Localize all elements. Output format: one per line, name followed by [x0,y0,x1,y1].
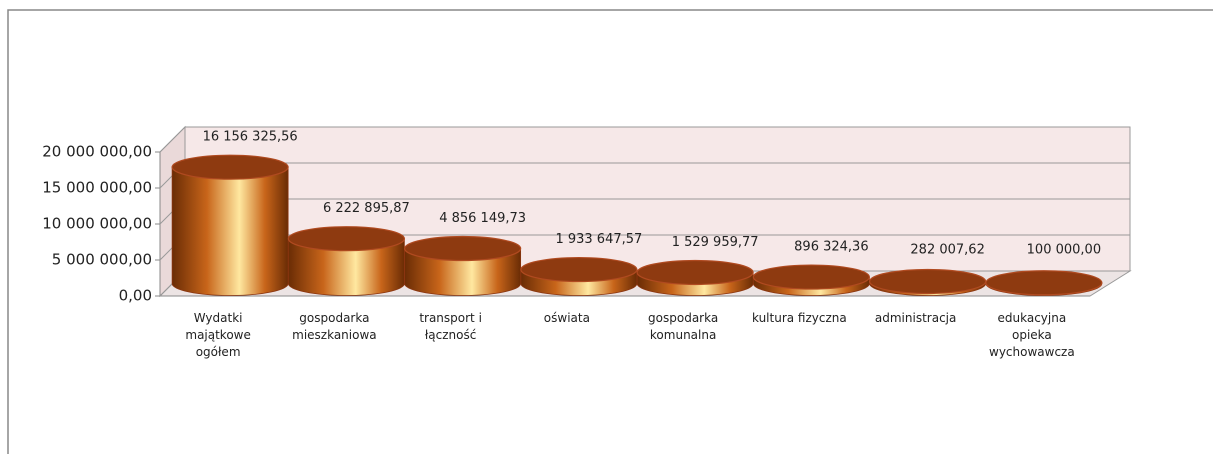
cylinder [404,248,522,296]
data-label: 6 222 895,87 [323,201,410,216]
y-tick-label: 20 000 000,00 [42,143,152,161]
cylinder-top [752,264,870,290]
y-tick-label: 5 000 000,00 [52,251,152,269]
data-label: 100 000,00 [1027,243,1101,258]
data-label: 1 933 647,57 [555,232,642,247]
data-label: 1 529 959,77 [672,235,759,250]
x-tick-label: oświata [544,311,590,325]
cylinder-top [985,270,1103,296]
x-tick-label: kultura fizyczna [752,311,847,325]
y-tick-label: 15 000 000,00 [42,179,152,197]
data-label: 282 007,62 [910,243,984,258]
cylinder-top [404,235,522,262]
cylinder-top [287,226,405,252]
y-tick-label: 0,00 [119,287,152,305]
y-tick-label: 10 000 000,00 [42,215,152,233]
cylinder [287,238,405,296]
x-tick-label: gospodarka mieszkaniowa [292,311,377,342]
cylinder-top [869,268,987,295]
data-label: 896 324,36 [794,240,868,255]
grid-line [159,126,186,153]
x-tick-label: transport i łączność [419,311,482,342]
cylinder-top [520,256,638,283]
frame [7,9,1213,454]
cylinder-top [171,154,289,180]
x-tick-label: Wydatki majątkowe ogółem [185,311,251,359]
data-label: 4 856 149,73 [439,211,526,226]
cylinder [171,166,289,296]
data-label: 16 156 325,56 [203,130,298,145]
cylinder-top [636,259,754,286]
x-tick-label: edukacyjna opieka wychowawcza [989,311,1075,359]
x-tick-label: administracja [875,311,956,325]
x-tick-label: gospodarka komunalna [648,311,718,342]
